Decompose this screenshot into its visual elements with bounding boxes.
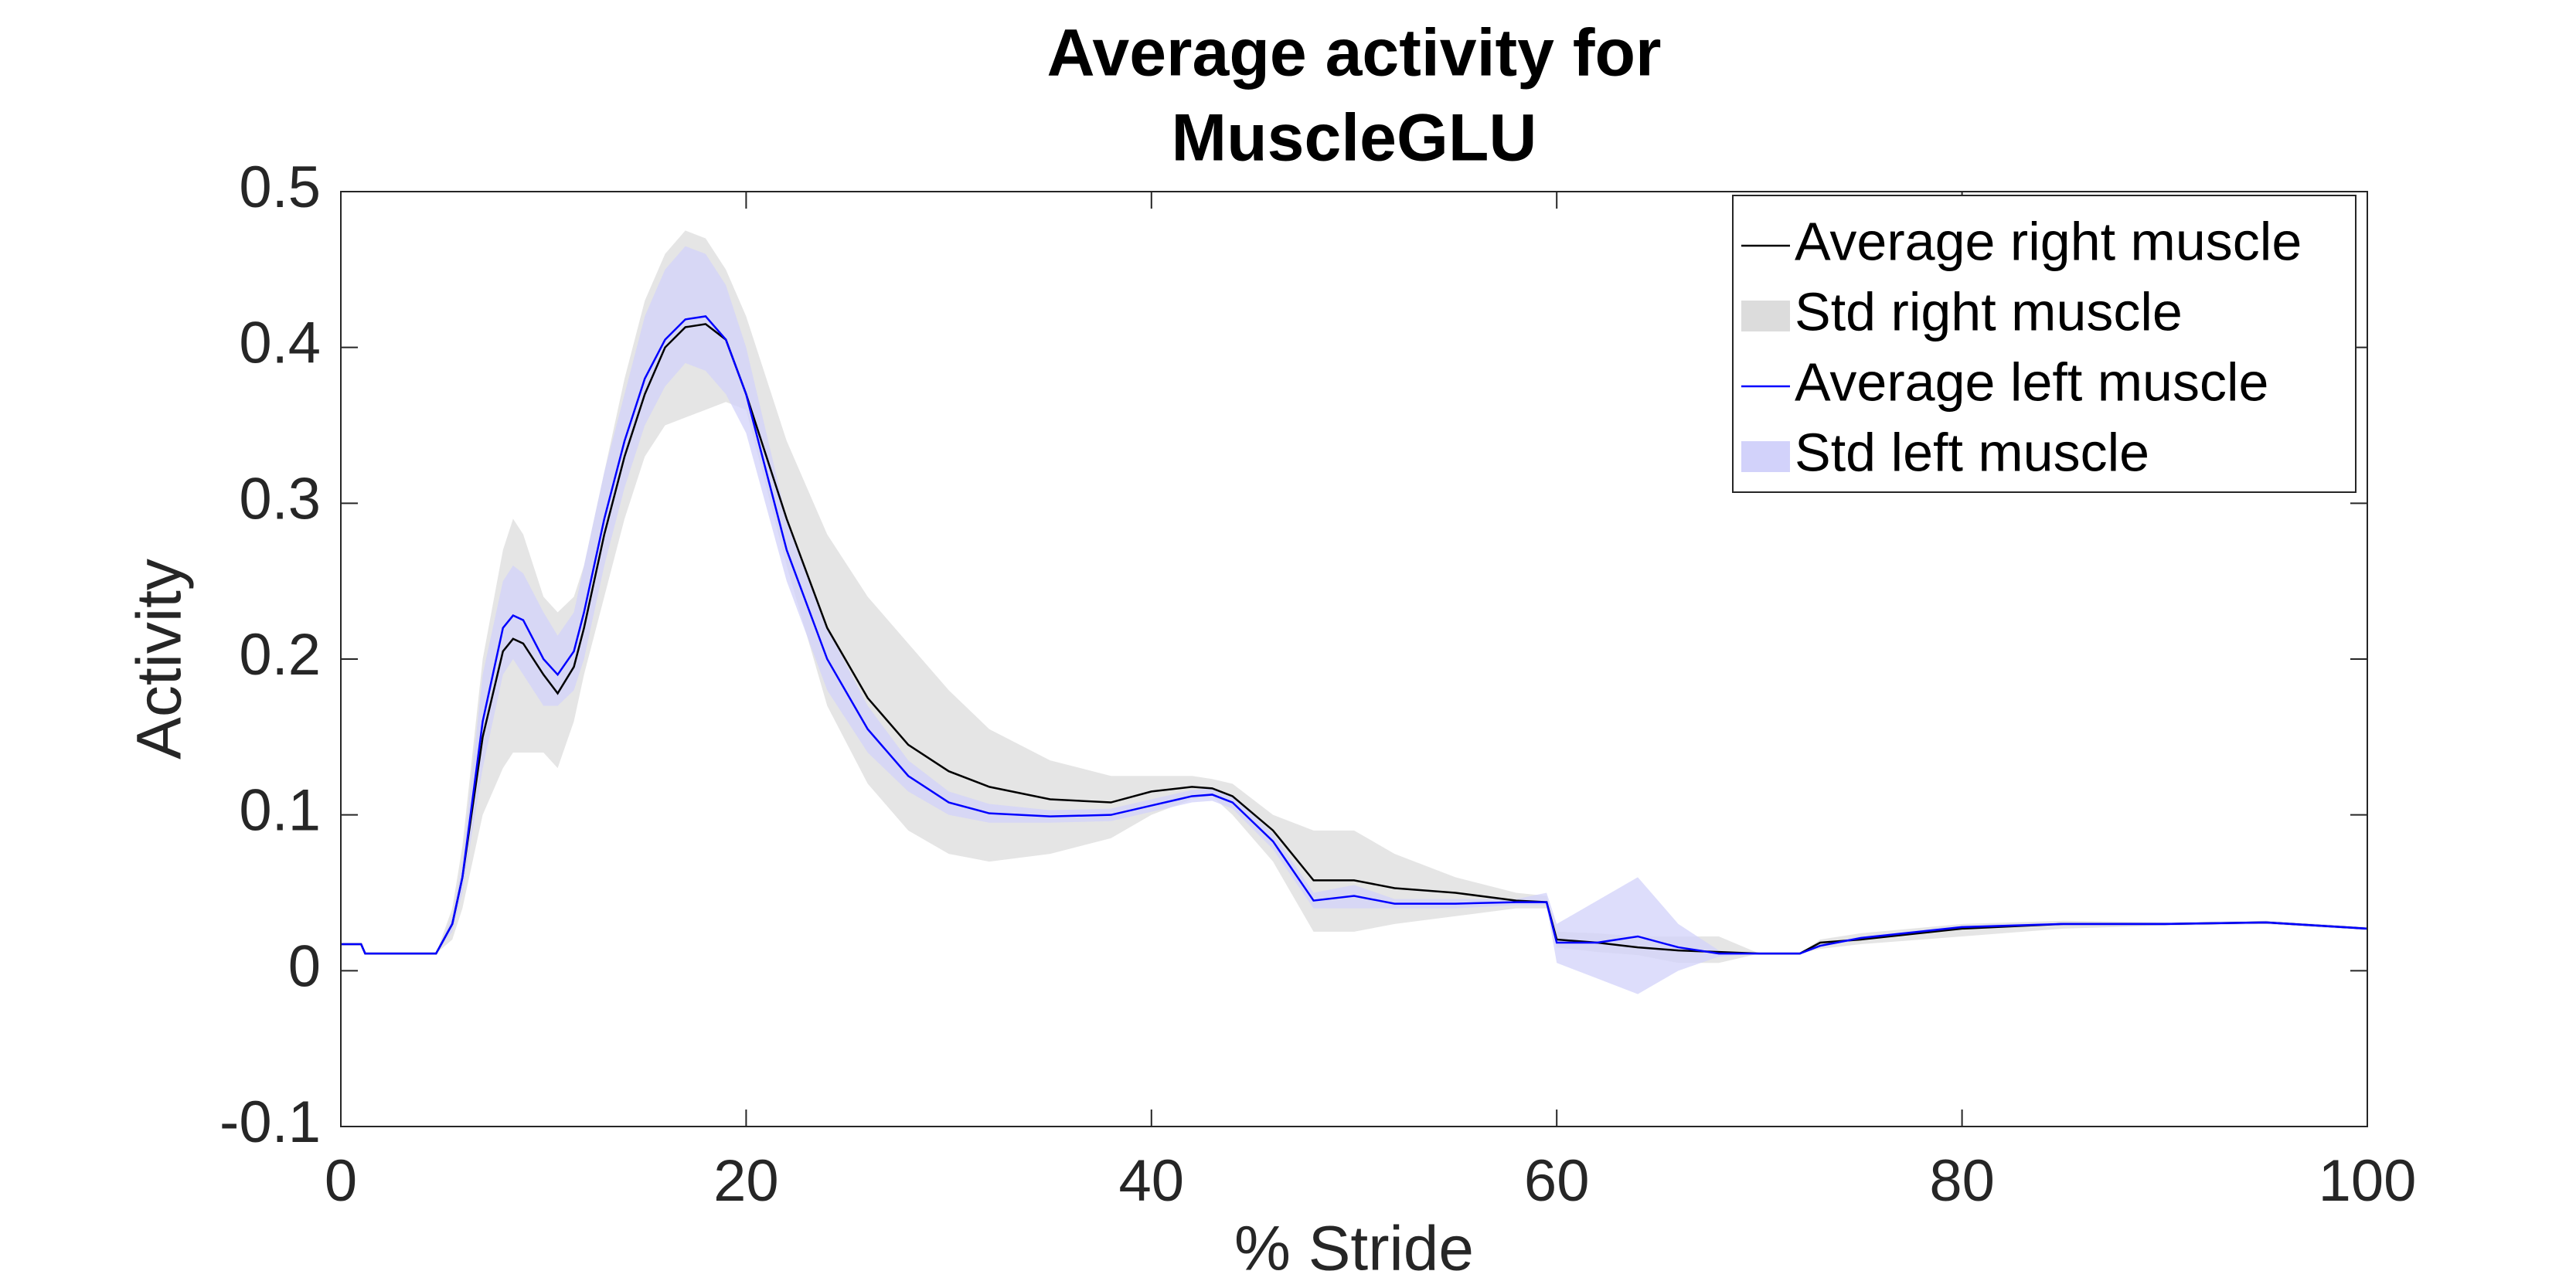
legend-swatch [1741, 301, 1790, 331]
x-tick-label: 0 [325, 1148, 357, 1214]
average-line [341, 323, 2368, 955]
legend-swatch [1741, 441, 1790, 472]
x-tick-label: 100 [2319, 1148, 2417, 1214]
y-tick-label: 0.5 [239, 155, 321, 220]
y-tick-label: 0 [288, 933, 321, 999]
y-tick-label: 0.3 [239, 466, 321, 532]
x-tick-label: 40 [1119, 1148, 1185, 1214]
y-tick-label: 0.2 [239, 622, 321, 688]
legend-box [1732, 195, 2357, 493]
legend-label: Std left muscle [1795, 422, 2149, 482]
x-tick-label: 20 [713, 1148, 779, 1214]
y-tick-label: 0.4 [239, 311, 321, 376]
average-line [341, 314, 2368, 955]
legend-label: Average right muscle [1795, 211, 2302, 271]
y-tick-label: 0.1 [239, 778, 321, 844]
x-tick-label: 60 [1524, 1148, 1590, 1214]
chart-title: Average activity for [1046, 16, 1661, 90]
legend-label: Average left muscle [1795, 352, 2268, 412]
legend-label: Std right muscle [1795, 281, 2183, 342]
y-axis-label: Activity [124, 559, 195, 760]
chart-title: MuscleGLU [1171, 101, 1536, 175]
legend: Average right muscle Std right muscle Aver… [1732, 195, 2357, 493]
y-tick-label: -0.1 [219, 1089, 321, 1155]
x-tick-label: 80 [1929, 1148, 1995, 1214]
x-axis-label: % Stride [1234, 1214, 1474, 1284]
